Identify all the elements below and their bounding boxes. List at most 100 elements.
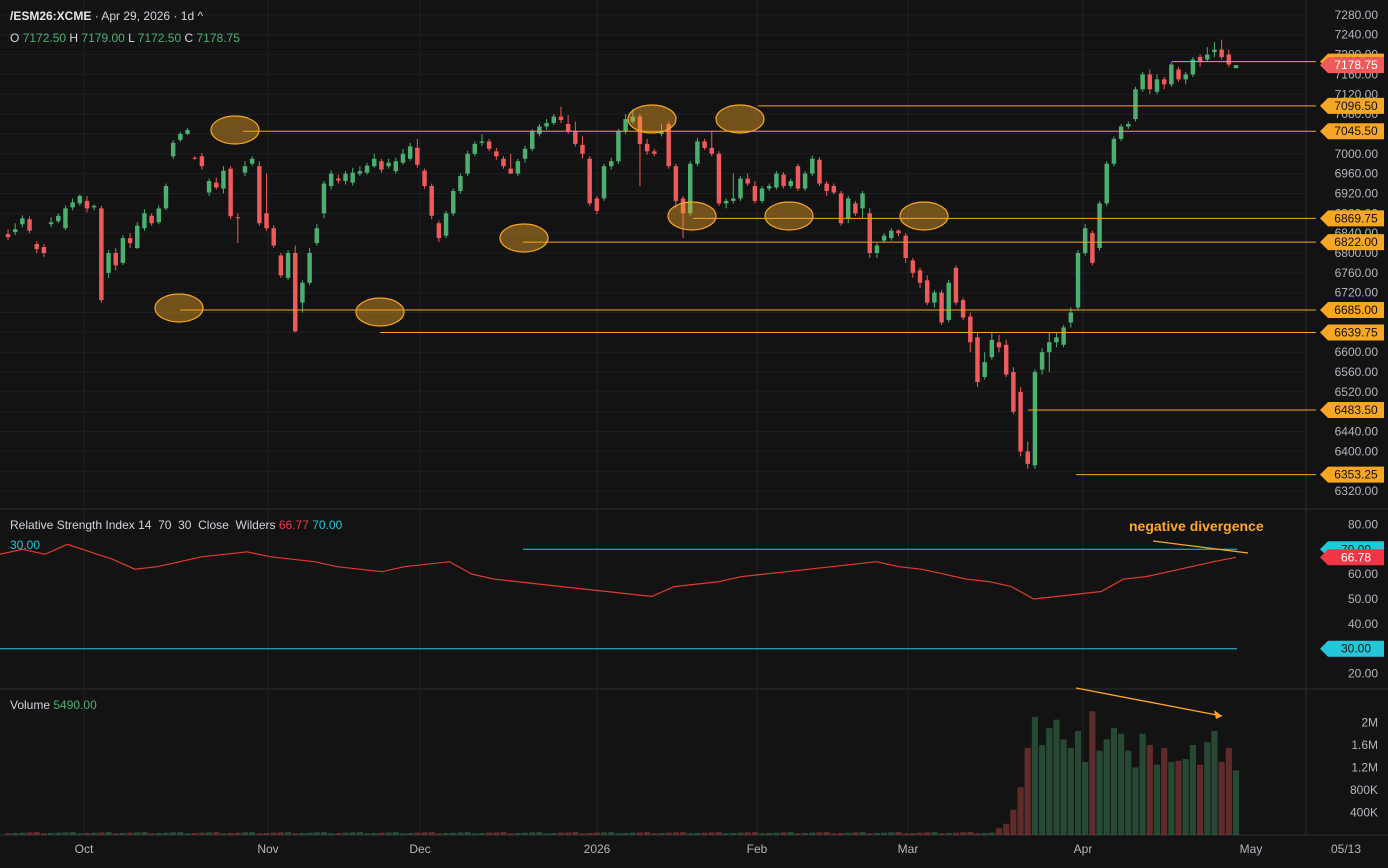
candle-body [257,166,262,224]
candle-body [1011,372,1016,412]
candle-body [328,173,334,187]
symbol-header[interactable]: /ESM26:XCME · Apr 29, 2026 · 1d ^ [10,9,203,23]
price-tag [1320,57,1384,74]
candle-body [1154,79,1160,92]
volume-bar [241,832,249,835]
candle-body [960,300,966,318]
volume-bar [170,832,177,835]
volume-bar [83,832,91,835]
volume-bar [234,832,241,835]
rsi-tag [1320,549,1384,566]
candle-body [63,208,68,229]
price-tag-label: 6822.00 [1334,235,1378,249]
volume-bar [126,832,134,835]
rsi-divergence-trendline [1152,540,1249,554]
volume-bar [658,832,665,835]
volume-bar [1161,747,1168,835]
candle-body [228,168,233,217]
price-tick-label: 6960.00 [1335,167,1379,181]
volume-bar [565,832,572,835]
volume-tick-label: 400K [1350,806,1378,820]
swing-highlight [764,201,814,231]
volume-bar [1039,745,1046,835]
volume-bar [306,832,313,835]
volume-header[interactable]: Volume 5490.00 [10,698,97,712]
volume-bar [270,832,277,835]
volume-bar [184,833,191,835]
candle-body [206,181,212,193]
volume-bar [866,833,873,835]
volume-bar [737,832,744,835]
open-value: 7172.50 [22,31,67,45]
volume-bar [766,832,773,835]
volume-bar [155,832,162,835]
volume-bar [385,832,392,835]
volume-bar [888,832,895,835]
volume-bar [802,832,809,835]
candle-body [745,178,750,184]
candle-body [350,172,355,183]
candle-body [573,131,578,144]
candle-body [544,123,549,127]
rsi-tag [1320,640,1384,657]
volume-bar [478,832,486,835]
volume-bar [148,833,155,835]
volume-bar [1225,747,1232,835]
candle-body [623,119,628,132]
candle-body [242,166,248,173]
volume-bar [277,832,284,835]
volume-bar [213,831,220,835]
candle-body [41,247,47,253]
volume-bar [371,832,378,835]
collapse-caret-icon[interactable]: ^ [197,9,204,23]
candle-body [644,143,650,152]
candle-body [214,182,219,188]
price-tick-label: 6400.00 [1335,444,1379,458]
time-tick-label: May [1240,842,1263,856]
volume-bar [514,832,521,835]
candle-body [1082,228,1088,253]
volume-bar [141,831,148,835]
time-tick-label: Dec [409,842,430,856]
volume-bar [1204,742,1211,835]
candle-body [12,229,18,233]
symbol-name[interactable]: /ESM26:XCME [10,9,92,23]
volume-bar [55,832,62,835]
candle-body [666,124,671,167]
volume-trendline-arrow [1214,710,1222,719]
rsi-title[interactable]: Relative Strength Index [10,518,135,532]
candle-body [817,159,822,184]
candle-body [565,124,571,132]
candle-body [774,173,779,188]
volume-bar [4,833,12,835]
volume-bar [378,832,385,835]
candle-body [34,244,39,250]
candle-body [185,129,190,134]
swing-highlight [627,104,677,134]
price-tag [1320,466,1384,483]
volume-bar [1089,711,1096,835]
rsi-header[interactable]: Relative Strength Index 14 70 30 Close W… [10,518,342,532]
volume-bar [960,832,967,835]
candle-body [393,161,399,172]
volume-bar [69,831,76,835]
swing-highlight [499,223,549,253]
candle-body [321,183,327,214]
candle-body [759,188,765,201]
volume-bar [1153,764,1161,835]
volume-bar [859,831,866,835]
candle-body [1205,54,1210,60]
candle-body [867,213,872,253]
candle-body [264,213,269,229]
volume-bar [112,833,119,835]
volume-title[interactable]: Volume [10,698,51,712]
volume-bar [988,832,995,835]
volume-bar [62,832,69,835]
volume-bar [665,832,672,835]
header-interval[interactable]: 1d [180,9,195,23]
candle-body [1176,69,1181,80]
header-sep-1: · [94,9,99,23]
time-tick-label: Feb [747,842,768,856]
volume-bar [794,833,802,835]
